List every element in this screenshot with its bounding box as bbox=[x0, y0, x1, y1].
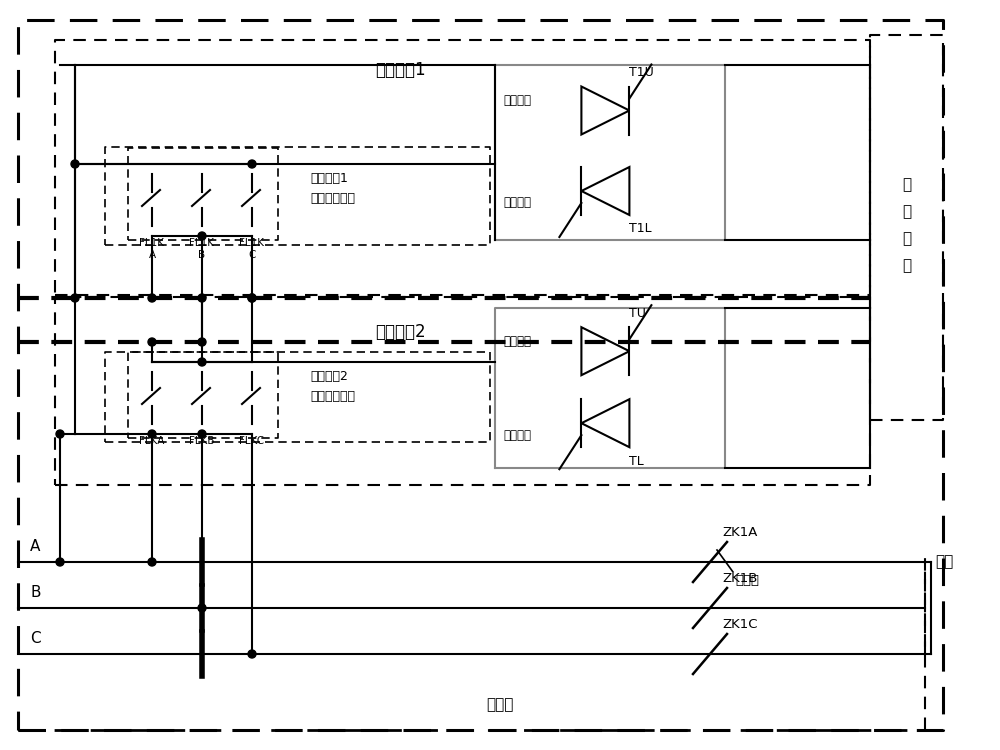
Circle shape bbox=[56, 430, 64, 438]
Text: ZK1A: ZK1A bbox=[722, 526, 757, 539]
Text: 继电器: 继电器 bbox=[735, 574, 759, 587]
Text: FLKA: FLKA bbox=[139, 436, 165, 446]
Text: FL1K
C: FL1K C bbox=[240, 238, 264, 260]
Circle shape bbox=[148, 558, 156, 566]
Text: 辅
助
回
路: 辅 助 回 路 bbox=[902, 177, 912, 273]
Circle shape bbox=[198, 358, 206, 366]
Text: A: A bbox=[30, 539, 40, 554]
Text: 下晶闸管: 下晶闸管 bbox=[503, 196, 531, 209]
Text: 主回路: 主回路 bbox=[486, 698, 514, 712]
Circle shape bbox=[248, 294, 256, 302]
Circle shape bbox=[248, 160, 256, 168]
Circle shape bbox=[148, 338, 156, 346]
Text: TL: TL bbox=[629, 454, 644, 468]
Text: FL1K
A: FL1K A bbox=[140, 238, 164, 260]
Text: 辅助回路1: 辅助回路1 bbox=[375, 61, 425, 79]
Circle shape bbox=[56, 558, 64, 566]
Text: B: B bbox=[30, 585, 40, 600]
Text: 负荷: 负荷 bbox=[935, 554, 953, 569]
Text: 相序选择开关: 相序选择开关 bbox=[310, 191, 355, 205]
Circle shape bbox=[248, 650, 256, 658]
Circle shape bbox=[71, 294, 79, 302]
Circle shape bbox=[148, 294, 156, 302]
Circle shape bbox=[198, 430, 206, 438]
Circle shape bbox=[148, 430, 156, 438]
Circle shape bbox=[198, 232, 206, 240]
Text: 辅助回路2: 辅助回路2 bbox=[310, 370, 348, 382]
Text: 辅助回路2: 辅助回路2 bbox=[375, 323, 425, 341]
Circle shape bbox=[198, 604, 206, 612]
Text: ZK1B: ZK1B bbox=[722, 572, 757, 585]
Text: 相序选择开关: 相序选择开关 bbox=[310, 389, 355, 403]
Text: FLKB: FLKB bbox=[189, 436, 215, 446]
Text: C: C bbox=[30, 631, 41, 646]
Text: FL1K
B: FL1K B bbox=[190, 238, 214, 260]
Circle shape bbox=[248, 294, 256, 302]
Text: T1L: T1L bbox=[629, 223, 652, 236]
Text: 上晶闸管: 上晶闸管 bbox=[503, 334, 531, 348]
Circle shape bbox=[198, 338, 206, 346]
Text: 上晶闸管: 上晶闸管 bbox=[503, 94, 531, 107]
Text: ZK1C: ZK1C bbox=[722, 618, 758, 631]
Text: T1U: T1U bbox=[629, 66, 654, 79]
Circle shape bbox=[198, 294, 206, 302]
Text: 下晶闸管: 下晶闸管 bbox=[503, 429, 531, 442]
Text: TU: TU bbox=[629, 307, 646, 320]
Text: FLKC: FLKC bbox=[239, 436, 265, 446]
Circle shape bbox=[71, 160, 79, 168]
Text: 辅助回路1: 辅助回路1 bbox=[310, 172, 348, 184]
